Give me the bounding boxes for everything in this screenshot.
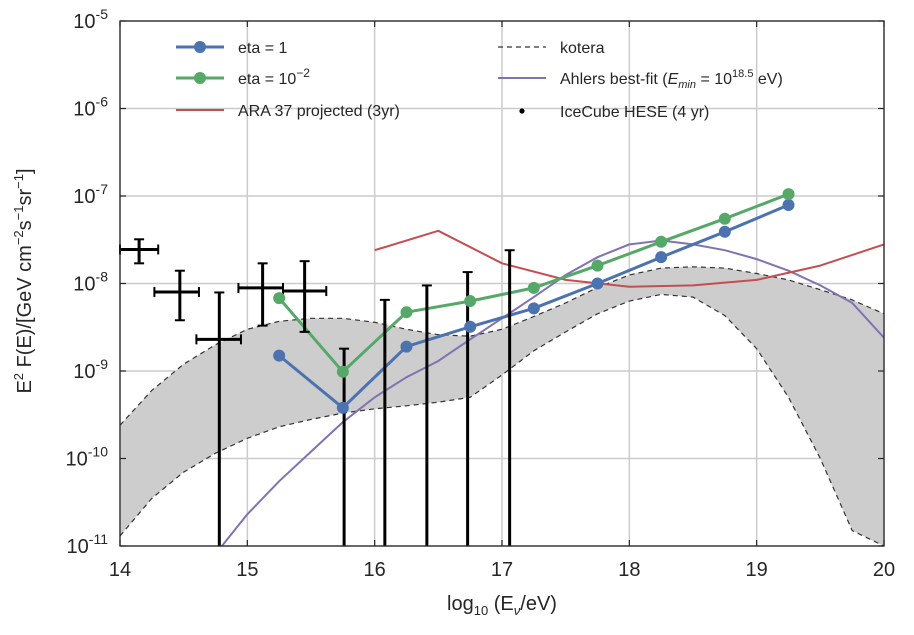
- y-tick-label: 10-8: [73, 269, 108, 296]
- x-tick-label: 15: [236, 559, 258, 581]
- eta-1e-2-point: [464, 295, 477, 308]
- y-tick-label: 10-7: [73, 181, 108, 208]
- x-tick-label: 19: [746, 559, 768, 581]
- eta-1-point: [400, 340, 413, 353]
- x-tick-label: 17: [491, 559, 513, 581]
- legend-marker-eta-1e-2: [194, 72, 206, 84]
- legend: eta = 1 eta = 10−2 ARA 37 projected (3yr…: [176, 40, 783, 121]
- eta-1e-2-point: [655, 235, 668, 248]
- series-markers: [273, 188, 795, 414]
- eta-1e-2-point: [718, 212, 731, 225]
- y-tick-label: 10-5: [73, 6, 108, 33]
- y-tick-label: 10-9: [73, 356, 108, 383]
- x-tick-label: 18: [618, 559, 640, 581]
- eta-1-point: [591, 277, 604, 290]
- eta-1-point: [273, 349, 286, 362]
- y-tick-label: 10-11: [67, 531, 109, 558]
- axis-ticks: 14 15 16 17 18 19 20 10-11 10-10 10-9 10-8 10-7 10-6…: [66, 6, 896, 581]
- eta-1e-2-point: [273, 292, 286, 305]
- legend-label-ahlers: Ahlers best-fit (Emin = 1018.5 eV): [560, 68, 783, 91]
- legend-label-kotera: kotera: [560, 40, 605, 57]
- eta-1-point: [527, 302, 540, 315]
- kotera-lower-edge: [119, 293, 885, 547]
- ahlers-line: [221, 239, 884, 546]
- legend-label-ara: ARA 37 projected (3yr): [238, 103, 400, 120]
- eta-1-point: [718, 225, 731, 238]
- legend-label-icecube: IceCube HESE (4 yr): [560, 104, 709, 121]
- eta-1e-2-point: [591, 259, 604, 272]
- icecube-errorbars: [119, 238, 515, 546]
- eta-1e-2-point: [782, 188, 795, 201]
- eta-1-point: [782, 198, 795, 211]
- legend-label-eta-1: eta = 1: [238, 40, 287, 57]
- y-axis-label: E2 F(E)/[GeV cm−2s−1sr−1]: [11, 168, 36, 393]
- legend-label-eta-1e-2: eta = 10−2: [238, 66, 310, 88]
- eta-1e-2-point: [527, 281, 540, 294]
- kotera-upper-edge: [119, 266, 885, 426]
- eta-1-point: [464, 320, 477, 333]
- y-tick-label: 10-10: [66, 444, 109, 471]
- legend-marker-eta-1: [194, 41, 206, 53]
- ara-line: [374, 229, 885, 288]
- eta-1-point: [336, 401, 349, 414]
- x-tick-label: 14: [109, 559, 131, 581]
- x-tick-label: 20: [873, 559, 895, 581]
- eta-1e-2-point: [400, 306, 413, 319]
- x-axis-label: log10 (Eν/eV): [447, 593, 557, 618]
- x-tick-label: 16: [364, 559, 386, 581]
- eta-1-point: [655, 251, 668, 264]
- eta-1e-2-point: [336, 365, 349, 378]
- y-tick-label: 10-6: [73, 94, 108, 121]
- legend-marker-icecube: [519, 108, 525, 114]
